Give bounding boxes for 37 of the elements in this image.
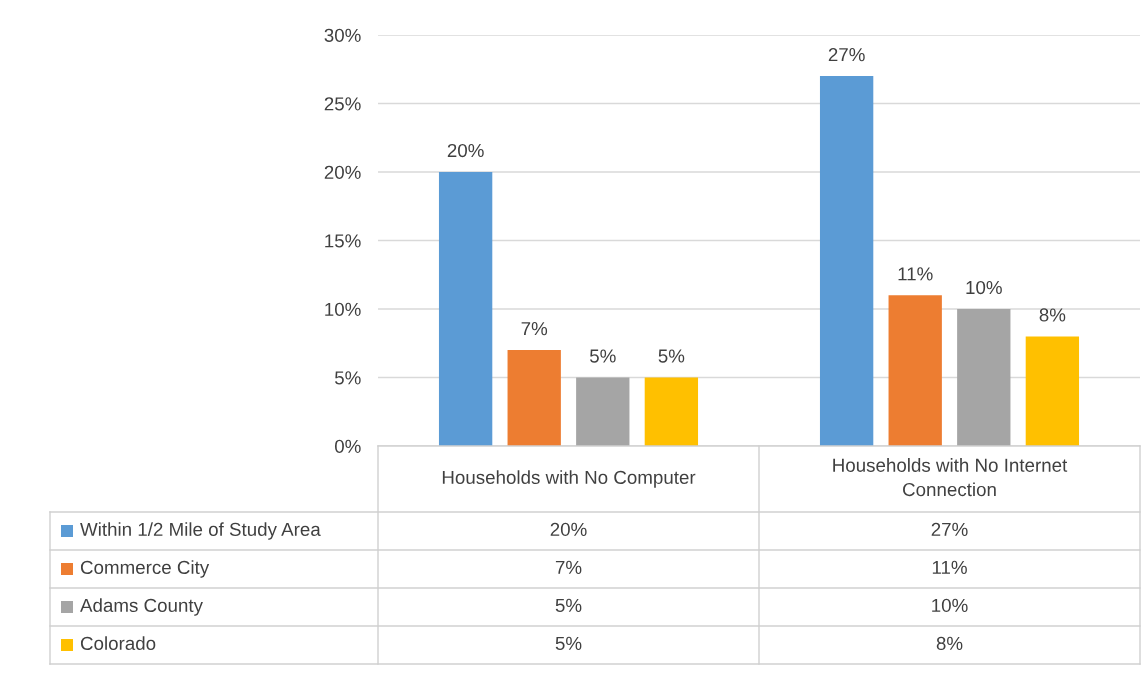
y-tick-label: 0% <box>334 439 361 453</box>
y-tick-label: 25% <box>324 97 361 111</box>
text: 5% <box>589 349 616 363</box>
y-tick-label: 5% <box>334 371 361 385</box>
legend-label: Adams County <box>80 598 203 616</box>
bar <box>438 172 493 446</box>
x-tick-label: Households with No Computer <box>442 470 696 488</box>
text: 20% <box>447 143 484 158</box>
y-tick-label: 30% <box>324 28 361 42</box>
data-label: 11% <box>932 560 967 574</box>
text: 8% <box>1039 308 1066 322</box>
data-label: 10% <box>932 598 968 613</box>
data-label: 5% <box>555 598 582 613</box>
legend-label: Within 1/2 Mile of Study Area <box>80 522 321 540</box>
data-label: 20% <box>550 522 587 537</box>
text: 11% <box>898 267 933 281</box>
text: 7% <box>521 322 548 336</box>
bar <box>1025 336 1080 446</box>
x-tick-label: Households with No Internet Connection <box>833 458 1068 497</box>
text: 5% <box>658 349 685 363</box>
text: 10% <box>966 280 1002 295</box>
y-tick-label: 20% <box>324 165 361 179</box>
bar <box>644 377 699 446</box>
bar <box>888 295 942 446</box>
data-label: 8% <box>936 636 963 651</box>
data-label: 5% <box>555 636 582 651</box>
bar <box>957 309 1011 446</box>
text: 27% <box>828 48 865 62</box>
y-tick-label: 10% <box>325 302 361 316</box>
y-tick-label: 15% <box>325 234 361 248</box>
legend-label: Commerce City <box>80 560 210 578</box>
data-label: 7% <box>555 560 582 574</box>
data-label: 27% <box>931 522 968 536</box>
bar <box>507 350 561 446</box>
bar <box>819 76 874 446</box>
legend-label: Colorado <box>80 636 156 651</box>
bar <box>576 377 630 446</box>
